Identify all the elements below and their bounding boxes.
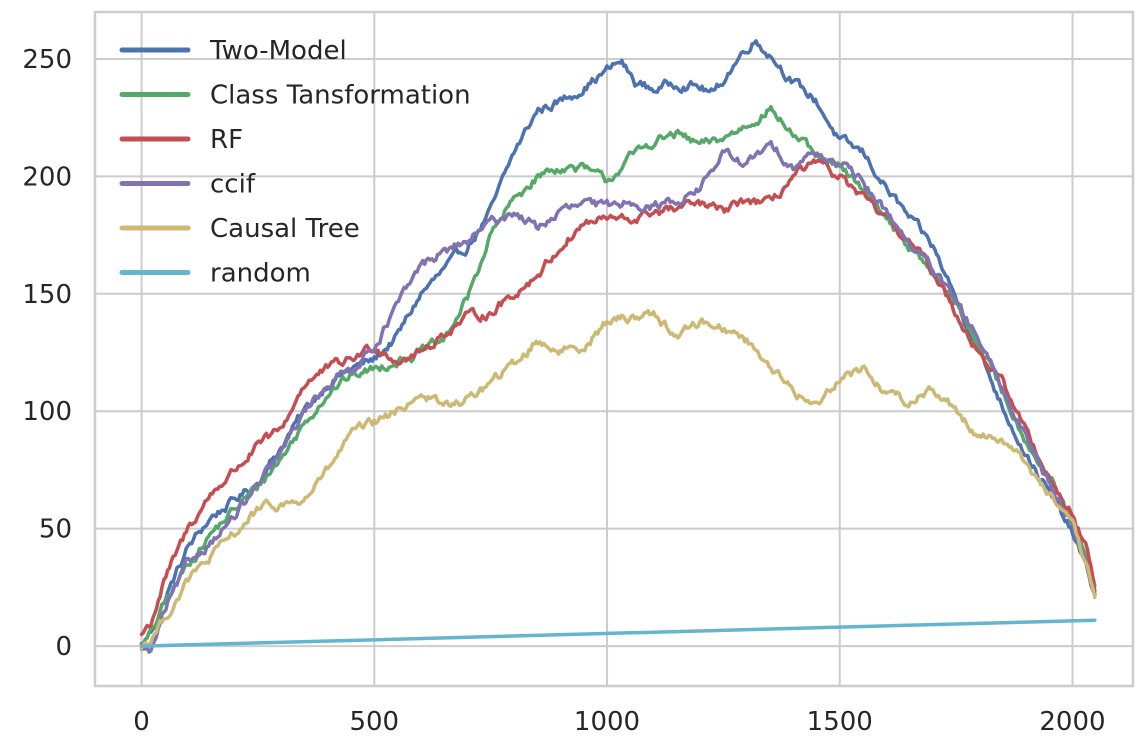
y-tick-label: 200 [22,162,72,192]
legend-label-class-tansformation: Class Tansformation [210,81,471,111]
x-tick-label: 0 [133,707,150,737]
y-tick-label: 100 [22,397,72,427]
legend-label-causal-tree: Causal Tree [210,214,360,244]
x-tick-label: 1500 [807,707,873,737]
legend-label-rf: RF [210,125,243,155]
series-line-class-tansformation [139,104,1097,651]
plot-frame [93,10,1135,688]
y-tick-label: 150 [22,280,72,310]
legend-label-ccif: ccif [210,170,256,200]
series-line-two-model [139,39,1097,647]
x-tick-label: 1000 [574,707,640,737]
series-line-random [139,618,1097,648]
x-tick-label: 500 [349,707,399,737]
y-axis-ticks: 0 50 100 150 200 250 [22,45,72,662]
plot-border [93,10,1135,688]
series-line-ccif [139,139,1097,654]
x-tick-label: 2000 [1039,707,1105,737]
series-line-causal-tree [139,308,1097,650]
grid [95,12,1133,686]
series-line-rf [139,158,1097,637]
x-axis-ticks: 0 500 1000 1500 2000 [133,707,1105,737]
legend-label-two-model: Two-Model [209,36,347,66]
y-tick-label: 250 [22,45,72,75]
series-layer [139,39,1097,654]
y-tick-label: 50 [39,515,72,545]
legend-label-random: random [210,259,311,289]
legend: Two-Model Class Tansformation RF ccif Causal… [119,36,471,289]
y-tick-label: 0 [55,632,72,662]
